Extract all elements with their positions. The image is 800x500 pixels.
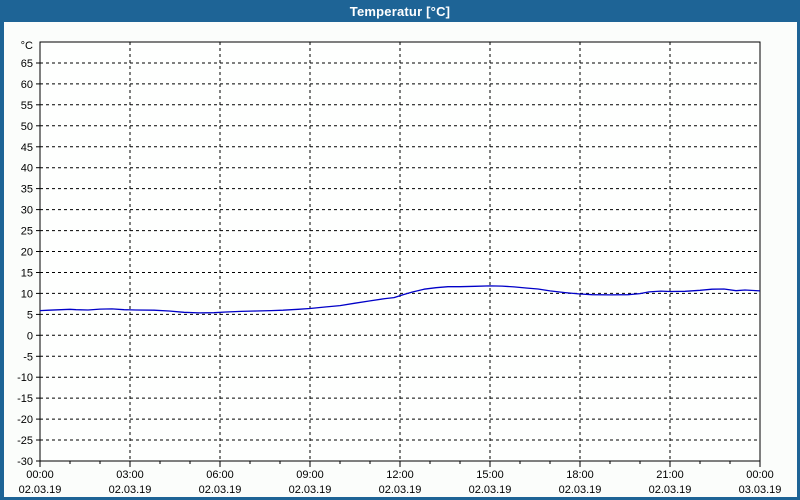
svg-text:02.03.19: 02.03.19 — [559, 484, 602, 496]
svg-text:02.03.19: 02.03.19 — [289, 484, 332, 496]
svg-text:65: 65 — [21, 58, 33, 70]
svg-text:25: 25 — [21, 226, 33, 238]
svg-text:45: 45 — [21, 142, 33, 154]
chart-area: 65 60 55 50 45 40 35 30 25 20 15 10 5 0 -5 -10 -15 -20 -25… — [4, 22, 797, 497]
svg-text:40: 40 — [21, 163, 33, 175]
svg-text:06:00: 06:00 — [206, 469, 234, 481]
temperature-chart: 65605550454035302520151050-5-10-15-20-25… — [17, 40, 782, 496]
svg-text:09:00: 09:00 — [296, 469, 324, 481]
svg-text:-5: -5 — [23, 351, 33, 363]
svg-text:03:00: 03:00 — [116, 469, 144, 481]
svg-text:20: 20 — [21, 247, 33, 259]
svg-text:35: 35 — [21, 184, 33, 196]
svg-text:-25: -25 — [17, 435, 33, 447]
svg-text:-30: -30 — [17, 456, 33, 468]
svg-text:03.03.19: 03.03.19 — [739, 484, 782, 496]
svg-text:18:00: 18:00 — [566, 469, 594, 481]
svg-text:-20: -20 — [17, 414, 33, 426]
svg-text:30: 30 — [21, 205, 33, 217]
svg-text:°C: °C — [21, 40, 33, 52]
svg-text:12:00: 12:00 — [386, 469, 414, 481]
svg-text:02.03.19: 02.03.19 — [379, 484, 422, 496]
svg-text:5: 5 — [27, 309, 33, 321]
svg-text:0: 0 — [27, 330, 33, 342]
window-title: Temperatur [°C] — [349, 3, 451, 19]
svg-text:02.03.19: 02.03.19 — [469, 484, 512, 496]
svg-text:60: 60 — [21, 79, 33, 91]
svg-text:15:00: 15:00 — [476, 469, 504, 481]
svg-text:02.03.19: 02.03.19 — [19, 484, 62, 496]
svg-text:02.03.19: 02.03.19 — [199, 484, 242, 496]
svg-text:55: 55 — [21, 100, 33, 112]
svg-text:02.03.19: 02.03.19 — [649, 484, 692, 496]
svg-text:-10: -10 — [17, 372, 33, 384]
svg-text:21:00: 21:00 — [656, 469, 684, 481]
svg-text:50: 50 — [21, 121, 33, 133]
svg-text:00:00: 00:00 — [746, 469, 774, 481]
svg-text:02.03.19: 02.03.19 — [109, 484, 152, 496]
svg-text:10: 10 — [21, 288, 33, 300]
window-titlebar[interactable]: Temperatur [°C] — [0, 0, 800, 22]
svg-text:00:00: 00:00 — [26, 469, 54, 481]
svg-text:15: 15 — [21, 268, 33, 280]
svg-text:-15: -15 — [17, 393, 33, 405]
